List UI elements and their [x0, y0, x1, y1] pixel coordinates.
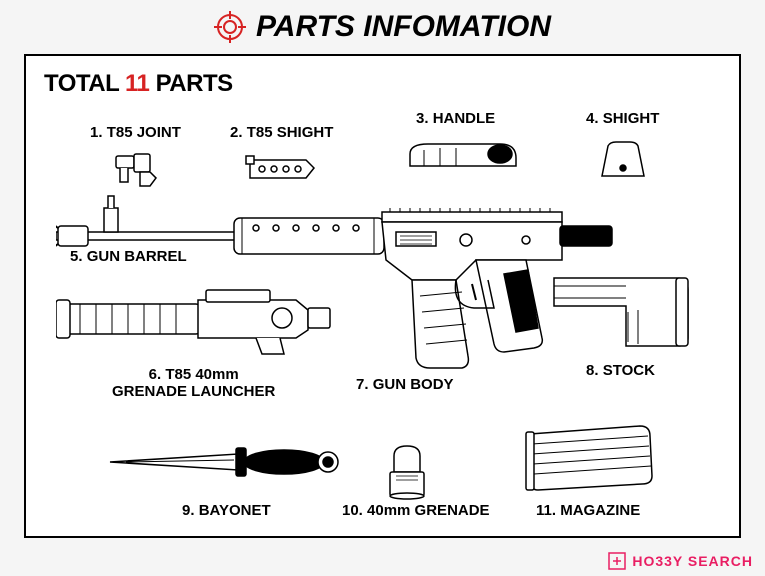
- part-label-11: 11. MAGAZINE: [536, 502, 640, 519]
- part-label-8: 8. STOCK: [586, 362, 655, 379]
- part-drawing-shight: [596, 138, 650, 180]
- part-label-9: 9. BAYONET: [182, 502, 271, 519]
- part-label-3: 3. HANDLE: [416, 110, 495, 127]
- part-drawing-bayonet: [106, 434, 346, 490]
- total-count: 11: [125, 70, 149, 97]
- crosshair-icon: [214, 11, 246, 43]
- part-label-2: 2. T85 SHIGHT: [230, 124, 333, 141]
- part-label-5: 5. GUN BARREL: [70, 248, 187, 265]
- total-parts-summary: TOTAL 11 PARTS: [44, 70, 721, 98]
- watermark-icon: [608, 552, 626, 570]
- part-drawing-grenade-launcher: [56, 280, 336, 360]
- part-label-1: 1. T85 JOINT: [90, 124, 181, 141]
- part-label-7: 7. GUN BODY: [356, 376, 454, 393]
- total-suffix: PARTS: [156, 70, 233, 97]
- part-label-10: 10. 40mm GRENADE: [342, 502, 490, 519]
- part-drawing-t85-shight: [242, 148, 322, 188]
- total-prefix: TOTAL: [44, 70, 119, 97]
- watermark: HO33Y SEARCH: [608, 552, 753, 570]
- part-drawing-t85-joint: [110, 148, 166, 192]
- page-title: PARTS INFOMATION: [256, 10, 551, 44]
- part-drawing-40mm-grenade: [384, 442, 430, 500]
- part-drawing-stock: [546, 262, 696, 352]
- part-label-6: 6. T85 40mm GRENADE LAUNCHER: [112, 366, 275, 400]
- part-drawing-handle: [404, 136, 522, 176]
- part-drawing-magazine: [522, 420, 658, 492]
- parts-diagram-box: TOTAL 11 PARTS 1. T85 JOINT 2. T85 SHIGH…: [24, 54, 741, 538]
- part-label-4: 4. SHIGHT: [586, 110, 659, 127]
- watermark-text: HO33Y SEARCH: [632, 553, 753, 569]
